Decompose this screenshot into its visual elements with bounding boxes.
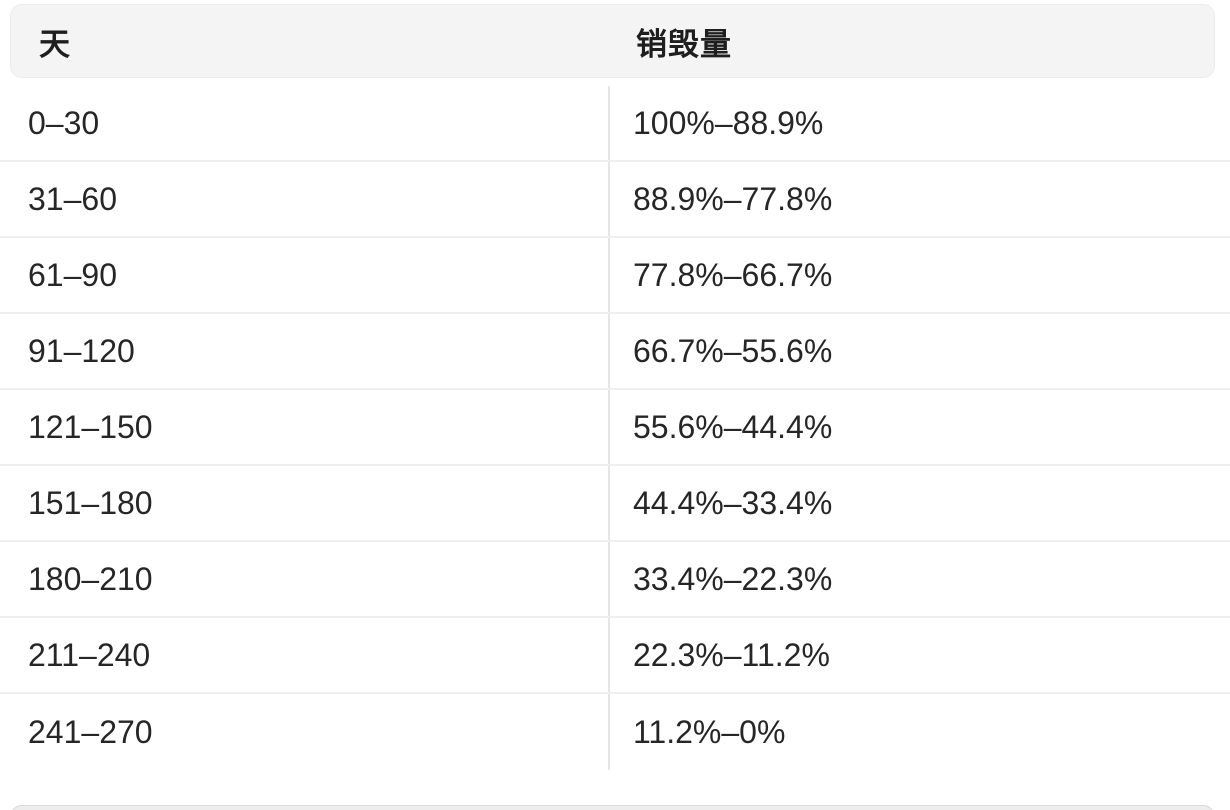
table-row: 121–150 55.6%–44.4%: [0, 390, 1230, 466]
day-range-cell: 180–210: [28, 560, 153, 597]
day-range-cell: 121–150: [28, 408, 153, 445]
table-row: 241–270 11.2%–0%: [0, 694, 1230, 770]
burn-amount-cell: 55.6%–44.4%: [608, 390, 1230, 464]
day-range-cell: 61–90: [28, 256, 117, 293]
column-header-burn-amount: 销毁量: [636, 26, 732, 62]
table-header-row: 天 销毁量: [10, 4, 1215, 78]
day-range-cell: 151–180: [28, 484, 153, 521]
next-table-header-edge: [10, 805, 1215, 810]
burn-amount-cell: 100%–88.9%: [608, 86, 1230, 160]
day-range-cell: 91–120: [28, 332, 135, 369]
table-row: 151–180 44.4%–33.4%: [0, 466, 1230, 542]
burn-amount-cell: 66.7%–55.6%: [608, 314, 1230, 388]
table-row: 31–60 88.9%–77.8%: [0, 162, 1230, 238]
burn-amount-cell: 33.4%–22.3%: [608, 542, 1230, 616]
day-range-cell: 31–60: [28, 180, 117, 217]
burn-amount-cell: 11.2%–0%: [608, 694, 1230, 770]
table-row: 61–90 77.8%–66.7%: [0, 238, 1230, 314]
burn-amount-cell: 22.3%–11.2%: [608, 618, 1230, 692]
day-range-cell: 241–270: [28, 713, 153, 750]
table-row: 211–240 22.3%–11.2%: [0, 618, 1230, 694]
table-body: 0–30 100%–88.9% 31–60 88.9%–77.8% 61–90 …: [0, 86, 1230, 770]
table-row: 180–210 33.4%–22.3%: [0, 542, 1230, 618]
column-header-day: 天: [39, 26, 71, 62]
table-row: 0–30 100%–88.9%: [0, 86, 1230, 162]
burn-amount-cell: 77.8%–66.7%: [608, 238, 1230, 312]
burn-amount-cell: 44.4%–33.4%: [608, 466, 1230, 540]
day-range-cell: 211–240: [28, 636, 151, 673]
day-range-cell: 0–30: [28, 104, 100, 141]
burn-amount-cell: 88.9%–77.8%: [608, 162, 1230, 236]
table-row: 91–120 66.7%–55.6%: [0, 314, 1230, 390]
